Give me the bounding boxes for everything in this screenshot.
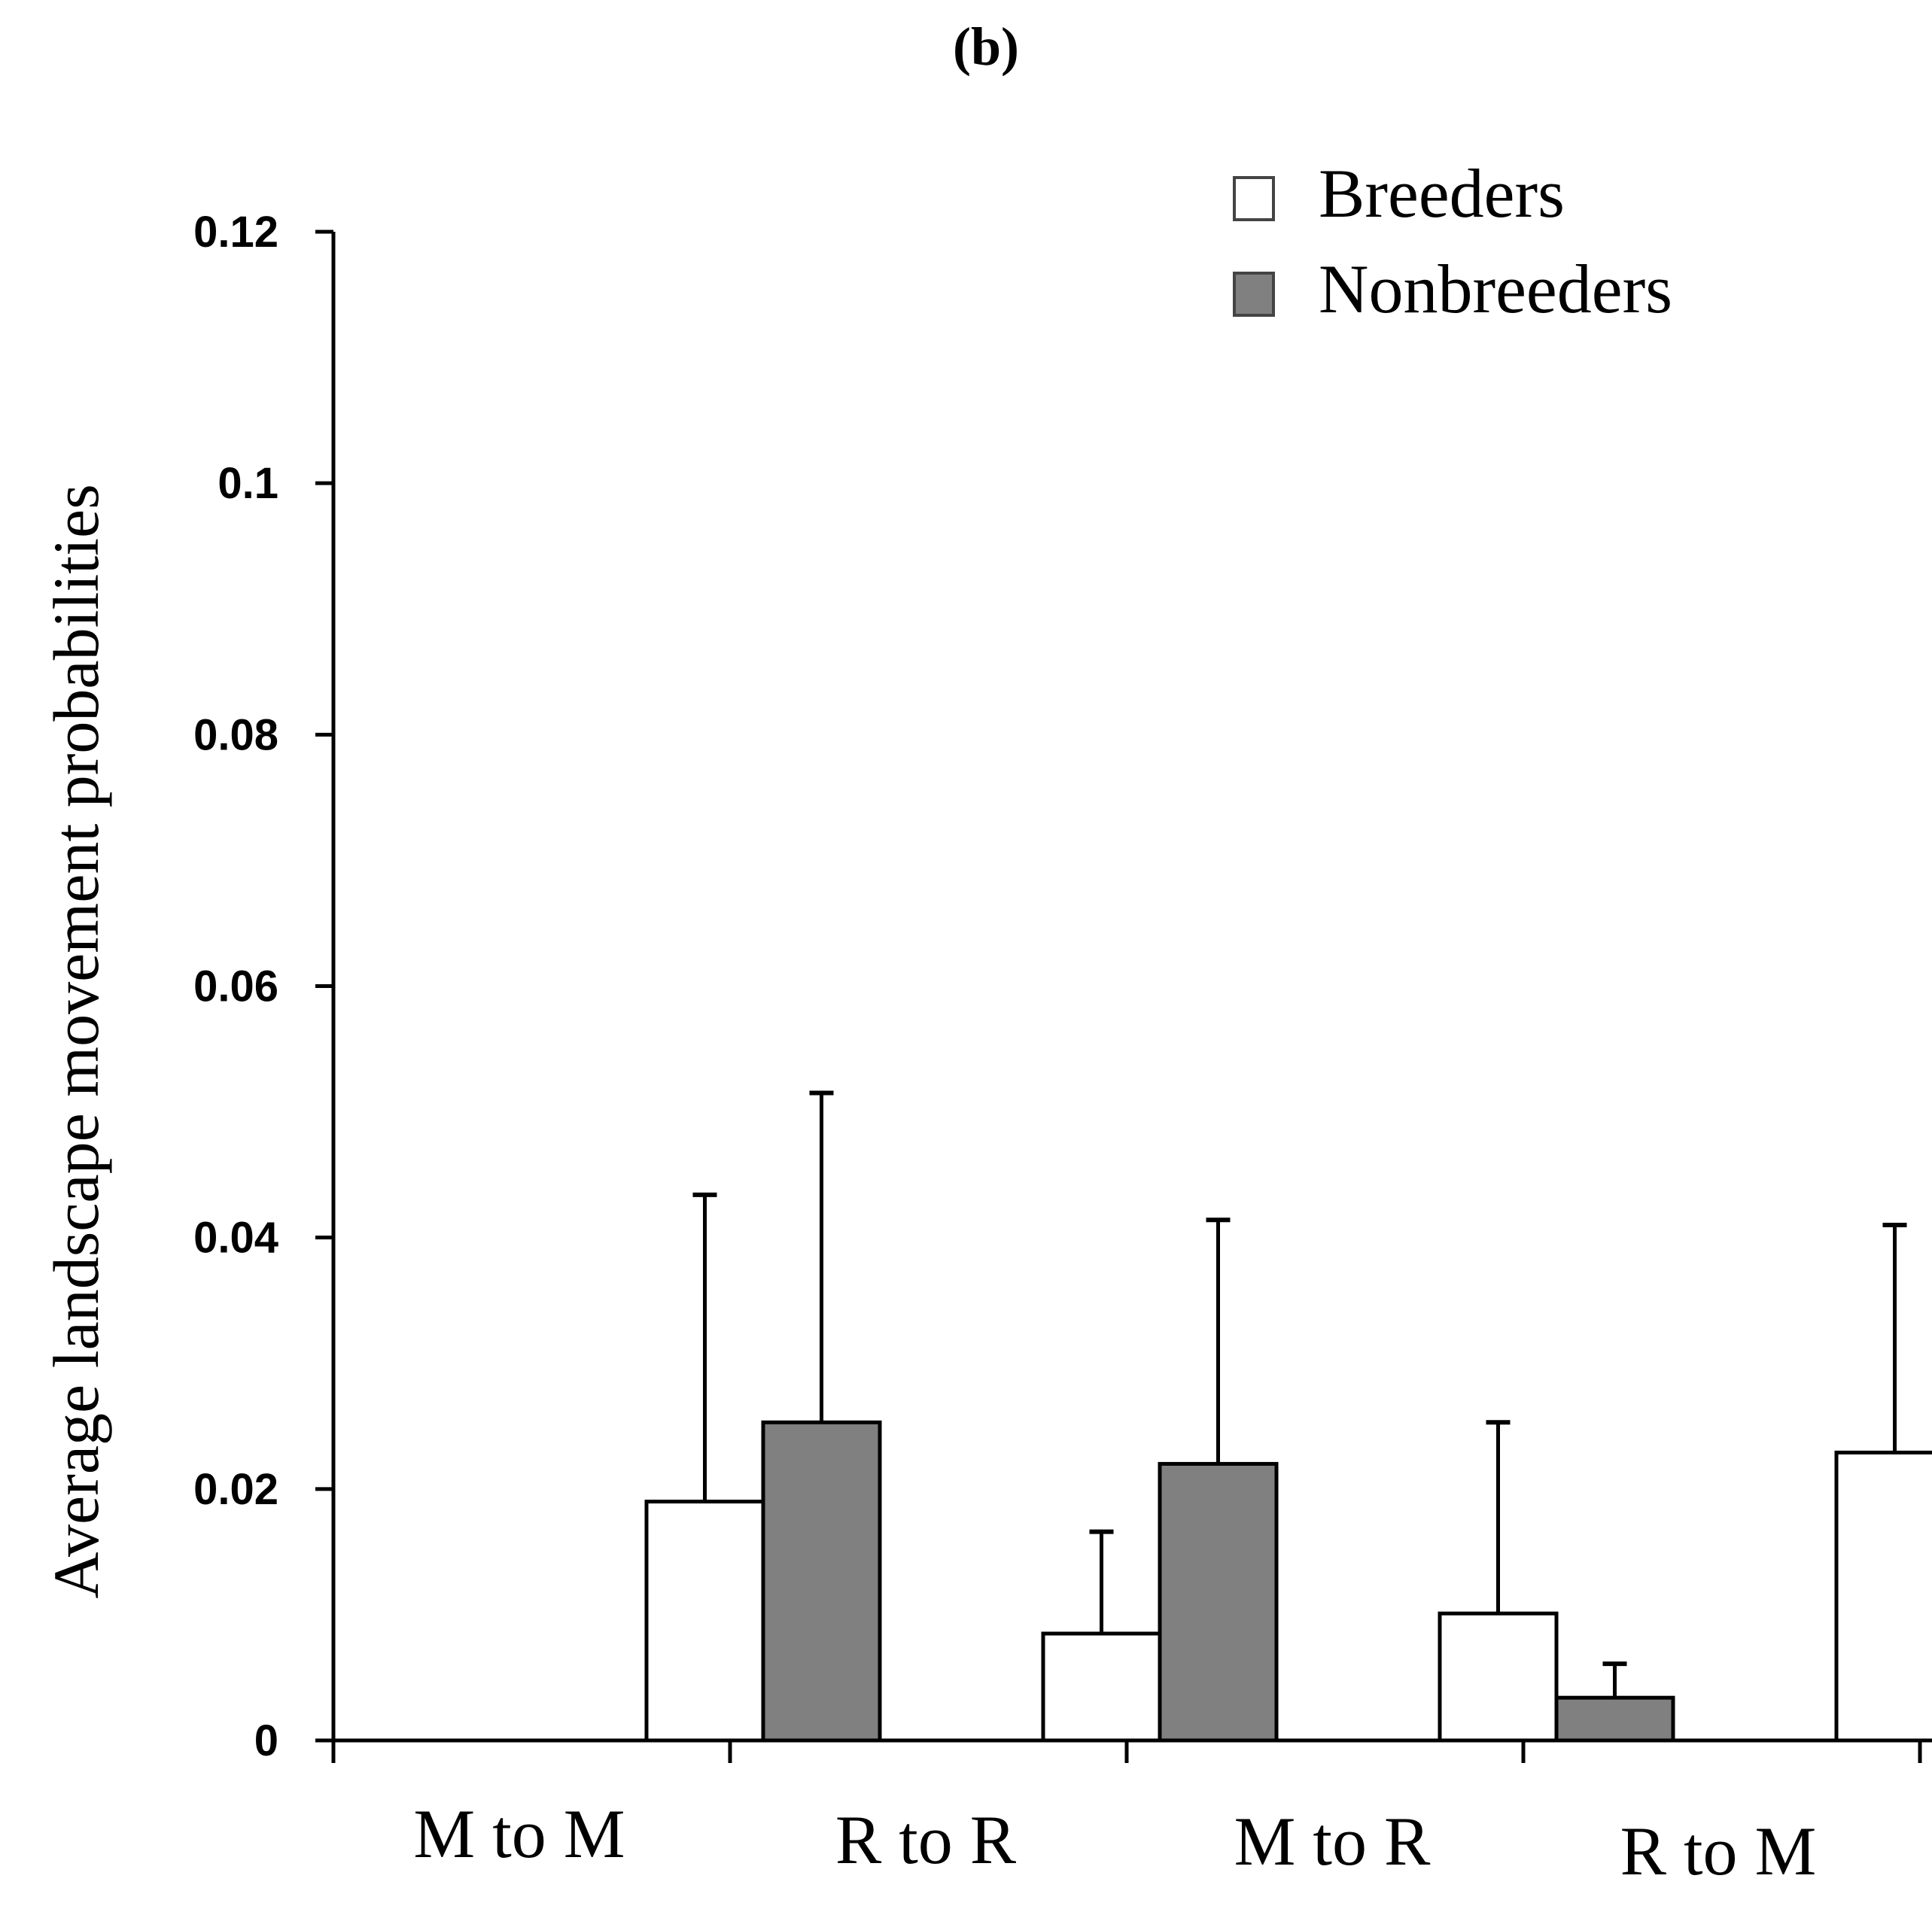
y-tick-label: 0 [254,1716,278,1765]
y-tick-label: 0.04 [193,1214,278,1263]
y-tick-label: 0.06 [193,962,278,1011]
y-axis-label: Average landscape movement probabilities [40,484,112,1598]
legend-swatch-nonbreeders [1233,272,1275,317]
panel-label: (b) [953,17,1019,77]
y-axis: 0 0.02 0.04 0.06 0.08 0.1 0.12 [193,208,336,1765]
bar-breeders [1041,1631,1162,1743]
bar-breeders [1438,1611,1559,1743]
x-tick-label: M to R [1234,1803,1431,1880]
bar-nonbreeders [1554,1695,1675,1743]
x-tick-label: R to M [1620,1813,1817,1889]
error-bars [692,1090,1907,1698]
x-tick-label: R to R [835,1801,1017,1878]
y-tick-label: 0.02 [193,1465,278,1514]
x-tick-label: M to M [413,1795,625,1872]
y-tick-label: 0.12 [193,208,278,257]
legend: Breeders Nonbreeders [1233,155,1672,327]
bar-breeders [1834,1450,1932,1743]
y-tick-label: 0.08 [193,710,278,759]
legend-swatch-breeders [1233,176,1275,221]
bar-nonbreeders [761,1420,882,1743]
bars [644,1420,1932,1743]
legend-label-nonbreeders: Nonbreeders [1319,251,1672,327]
bar-breeders [644,1500,765,1743]
legend-label-breeders: Breeders [1319,155,1565,232]
bar-nonbreeders [1158,1461,1279,1743]
y-tick-label: 0.1 [218,459,278,508]
